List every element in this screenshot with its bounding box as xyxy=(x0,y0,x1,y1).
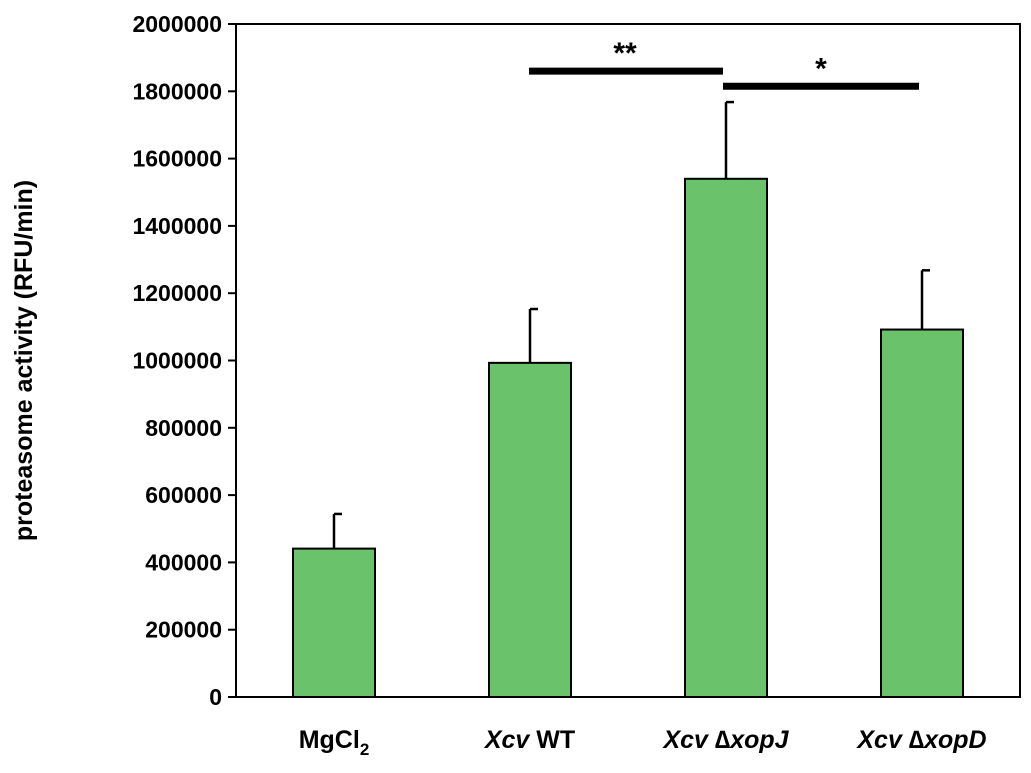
y-tick-label: 0 xyxy=(209,684,222,710)
y-axis-title: proteasome activity (RFU/min) xyxy=(10,180,38,541)
x-tick-label-1: Xcv WT xyxy=(483,726,575,754)
y-tick-label: 1600000 xyxy=(132,146,222,172)
y-tick-label: 1000000 xyxy=(132,348,222,374)
bar-0 xyxy=(292,547,376,699)
y-tick-label: 600000 xyxy=(145,482,222,508)
bar-2 xyxy=(684,177,768,699)
y-tick-label: 1200000 xyxy=(132,280,222,306)
y-tick-label: 1800000 xyxy=(132,78,222,104)
y-tick-label: 800000 xyxy=(145,415,222,441)
x-tick-label-2: Xcv ∆xopJ xyxy=(661,726,789,754)
significance-label-1: * xyxy=(815,52,827,85)
bar-3 xyxy=(880,328,964,698)
significance-label-0: ** xyxy=(613,37,637,70)
y-tick-label: 200000 xyxy=(145,617,222,643)
y-tick-label: 400000 xyxy=(145,549,222,575)
y-tick-label: 2000000 xyxy=(132,11,222,37)
x-tick-label-3: Xcv ∆xopD xyxy=(855,726,986,754)
bar-1 xyxy=(488,361,572,698)
y-tick-label: 1400000 xyxy=(132,213,222,239)
x-tick-label-0: MgCl2 xyxy=(299,726,370,759)
